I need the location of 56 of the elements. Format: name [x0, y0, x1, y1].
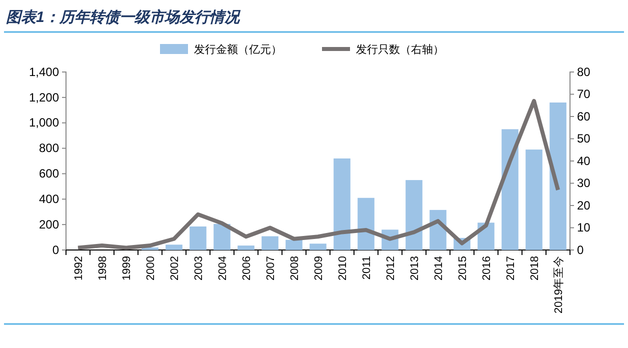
legend-label: 发行金额（亿元） — [194, 43, 282, 56]
y-tick-label: 1,000 — [28, 116, 60, 130]
line-series — [76, 98, 560, 250]
x-tick-label: 2003 — [192, 256, 205, 280]
bar — [286, 240, 302, 250]
x-tick-label: 2012 — [384, 256, 397, 280]
bar — [142, 247, 158, 250]
bar — [238, 246, 254, 250]
y2-tick-label: 60 — [577, 109, 591, 124]
x-tick-label: 2008 — [288, 256, 301, 280]
bar — [358, 198, 374, 250]
y-tick-label: 200 — [38, 217, 60, 232]
y2-tick-label: 10 — [577, 220, 591, 235]
legend-label: 发行只数（右轴） — [356, 43, 444, 56]
x-tick-label: 2013 — [408, 256, 421, 280]
y-tick-label: 800 — [38, 141, 60, 156]
bar — [334, 158, 350, 250]
x-tick-label: 2017 — [504, 256, 517, 280]
y2-tick-label: 50 — [577, 132, 591, 146]
bar — [310, 244, 326, 250]
x-tick-label: 2006 — [240, 256, 253, 280]
x-tick-label: 2004 — [216, 256, 229, 280]
x-tick-label: 2015 — [456, 256, 469, 280]
x-tick-label: 2000 — [144, 256, 157, 280]
bar — [526, 150, 542, 250]
chart-title: 图表1：历年转债一级市场发行情况 — [6, 8, 242, 26]
x-tick-label: 2016 — [480, 256, 493, 280]
bar — [190, 226, 206, 250]
y-tick-label: 600 — [38, 166, 60, 181]
y2-tick-label: 30 — [577, 176, 591, 190]
y-tick-label: 1,400 — [28, 64, 60, 79]
bar — [550, 102, 566, 250]
y-tick-label: 0 — [52, 242, 60, 257]
y-tick-label: 400 — [38, 192, 60, 206]
x-tick-label: 1992 — [72, 256, 85, 280]
x-tick-label: 1998 — [96, 256, 109, 280]
bar — [214, 224, 230, 250]
bar — [406, 180, 422, 250]
y2-tick-label: 70 — [577, 87, 591, 102]
x-tick-label: 2018 — [528, 256, 541, 280]
x-tick-label: 2009 — [312, 256, 325, 280]
bar — [502, 129, 518, 250]
y2-tick-label: 0 — [577, 242, 584, 257]
x-tick-label: 2007 — [264, 256, 277, 280]
x-tick-label: 2011 — [360, 256, 373, 280]
x-tick-label: 2014 — [432, 256, 445, 280]
y-tick-label: 1,200 — [28, 90, 60, 104]
x-tick-label: 1999 — [120, 256, 133, 280]
x-tick-label: 2002 — [168, 256, 181, 280]
y2-tick-label: 80 — [577, 64, 591, 79]
bar — [262, 236, 278, 250]
x-tick-label: 2010 — [336, 256, 349, 280]
y2-tick-label: 20 — [577, 198, 591, 212]
x-tick-label: 2019年至今 — [552, 256, 565, 314]
bar — [166, 244, 182, 250]
y2-tick-label: 40 — [577, 154, 591, 168]
